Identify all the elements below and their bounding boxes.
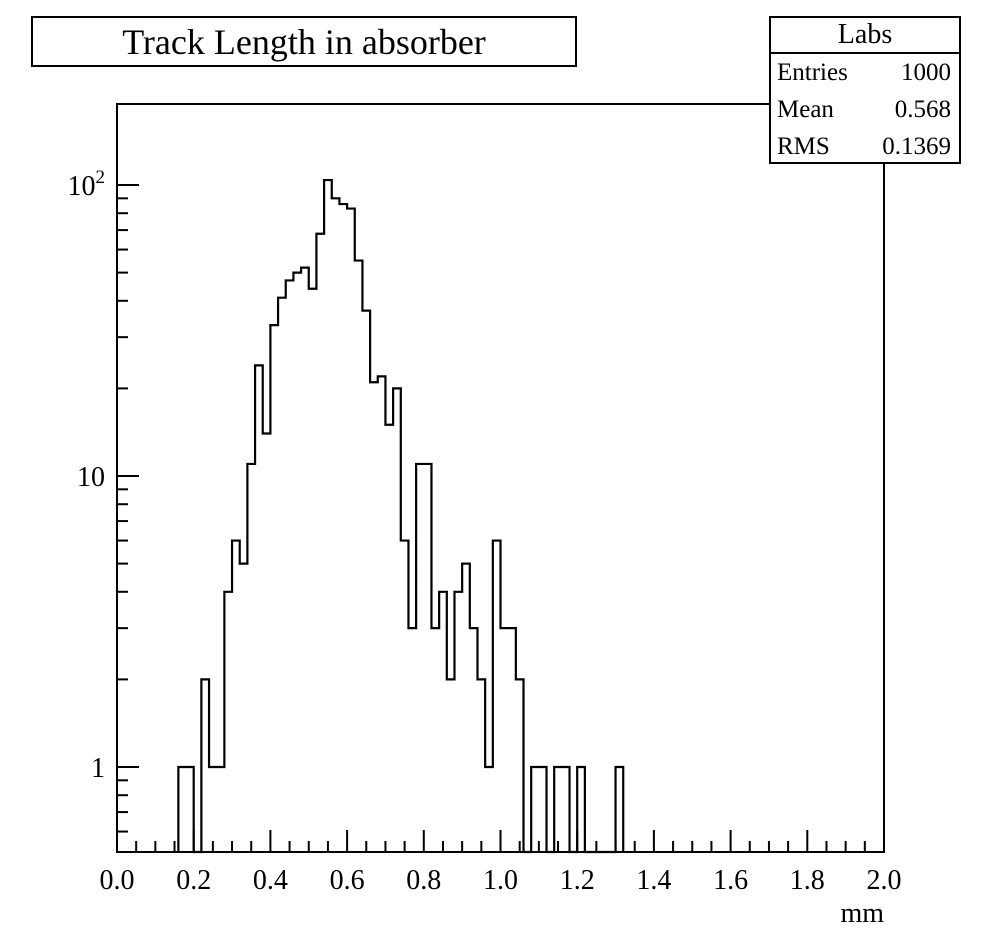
- x-tick-label: 1.0: [483, 865, 518, 896]
- histogram-line: [177, 178, 625, 854]
- stats-row-mean: Mean 0.568: [771, 91, 959, 128]
- x-tick-label: 1.4: [636, 865, 671, 896]
- chart-title: Track Length in absorber: [31, 16, 577, 67]
- tick-labels: 0.0 0.2 0.4 0.6 0.8 1.0 1.2 1.4 1.6 1.8 2.0 1 10 102: [68, 167, 902, 896]
- x-tick-label: 0.8: [406, 865, 441, 896]
- x-tick-label: 0.0: [100, 865, 135, 896]
- x-axis-label: mm: [840, 898, 884, 929]
- stats-mean-value: 0.568: [894, 96, 951, 123]
- plot-frame: [116, 103, 885, 853]
- stats-box: Labs Entries 1000 Mean 0.568 RMS 0.1369: [769, 16, 961, 164]
- x-tick-label: 0.6: [330, 865, 365, 896]
- x-tick-label: 0.2: [176, 865, 211, 896]
- stats-name: Labs: [771, 18, 959, 54]
- y-tick-label: 1: [91, 753, 105, 784]
- x-tick-label: 1.8: [790, 865, 825, 896]
- stats-entries-label: Entries: [777, 59, 848, 86]
- axis-ticks: [116, 184, 885, 852]
- y-tick-label: 10: [77, 462, 105, 493]
- stats-mean-label: Mean: [777, 96, 834, 123]
- x-tick-label: 2.0: [867, 865, 902, 896]
- stats-row-entries: Entries 1000: [771, 54, 959, 91]
- stats-entries-value: 1000: [901, 59, 951, 86]
- x-tick-label: 1.2: [560, 865, 595, 896]
- stats-rms-value: 0.1369: [882, 133, 951, 160]
- x-tick-label: 1.6: [713, 865, 748, 896]
- stats-rms-label: RMS: [777, 133, 830, 160]
- stats-row-rms: RMS 0.1369: [771, 128, 959, 165]
- y-tick-label: 102: [68, 167, 106, 202]
- x-tick-label: 0.4: [253, 865, 288, 896]
